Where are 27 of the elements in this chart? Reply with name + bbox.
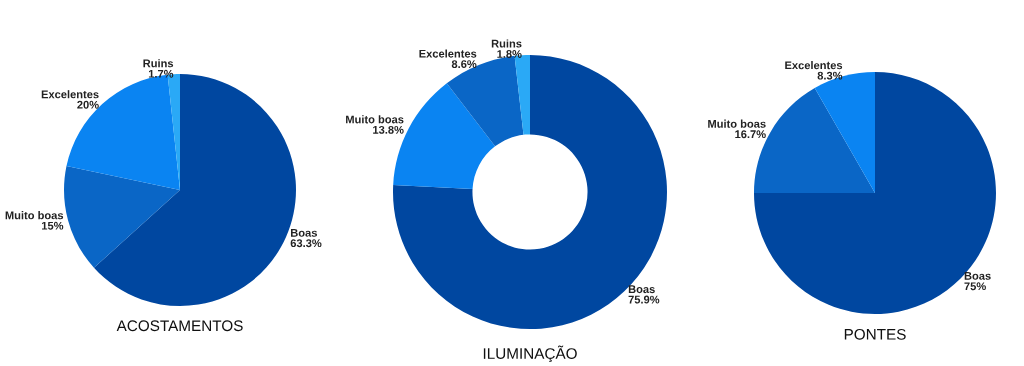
data-label: 75.9% (628, 295, 660, 304)
slice-label: Excelentes (785, 61, 843, 70)
slice-label: Boas (291, 229, 317, 237)
slice-label: Boas (964, 272, 991, 280)
text: ILUMINAÇÃO (483, 345, 577, 363)
data-label: 20% (77, 100, 99, 109)
text: PONTES (844, 328, 906, 340)
data-label: 1.7% (148, 69, 174, 78)
data-label: 16.7% (735, 130, 766, 139)
data-label: 8.3% (817, 71, 843, 80)
slice-label: Muito boas (5, 211, 64, 220)
slice-label: Ruins (143, 59, 174, 68)
data-label: 8.6% (451, 60, 477, 68)
data-label: 1.8% (497, 50, 522, 58)
pie-slice (64, 166, 180, 268)
data-label: 15% (42, 221, 64, 230)
slice-label: Ruins (491, 39, 522, 48)
slice-label: Boas (628, 285, 655, 294)
data-label: 75% (964, 282, 986, 291)
data-label: 63.3% (290, 239, 322, 248)
data-label: 13.8% (373, 125, 404, 134)
slice-label: Excelentes (419, 49, 477, 58)
slice-label: Muito boas (708, 119, 766, 128)
text: ACOSTAMENTOS (116, 320, 243, 332)
slice-label: Excelentes (41, 90, 99, 99)
slice-label: Muito boas (346, 115, 404, 124)
pie-slice (814, 72, 875, 193)
